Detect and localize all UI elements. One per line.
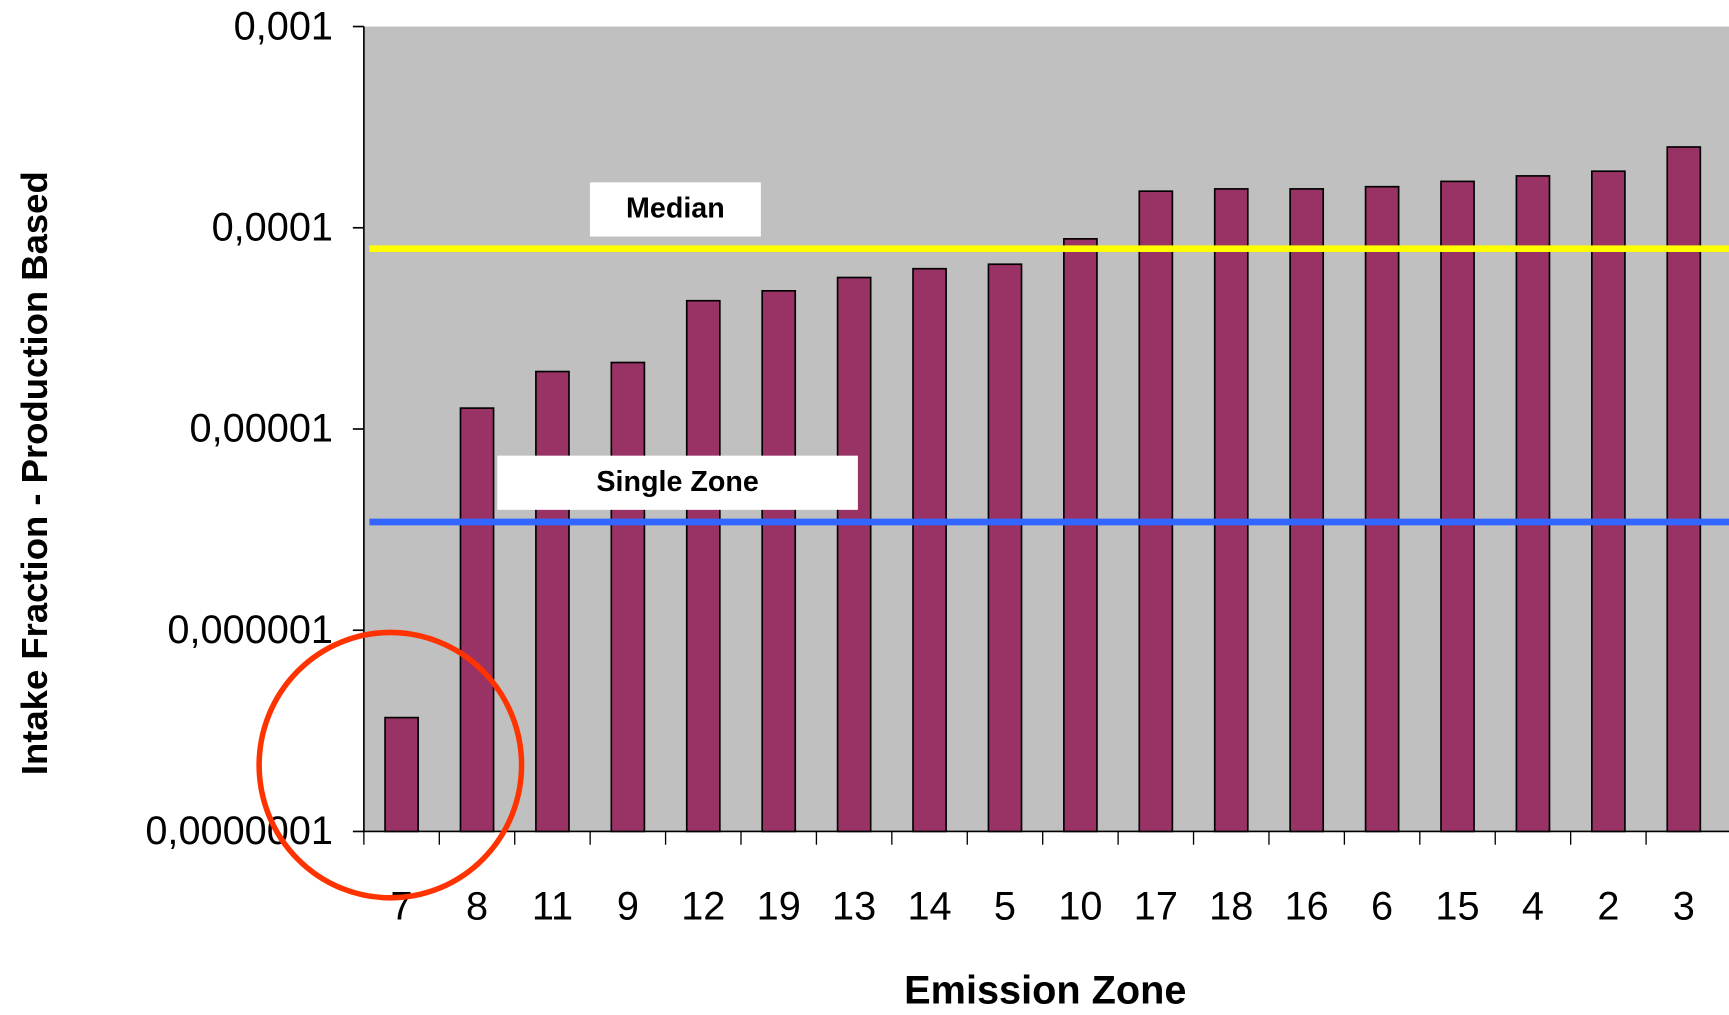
bar: [1213, 188, 1249, 833]
y-tick-label: 0,0000001: [145, 809, 333, 853]
y-tick-label: 0,00001: [190, 407, 333, 451]
reference-label-box: [589, 182, 761, 237]
x-tick-label: 8: [466, 884, 488, 928]
x-tick-label: 19: [757, 884, 801, 928]
bar: [535, 370, 570, 833]
x-tick-label: 6: [1371, 884, 1393, 928]
x-tick-label: 9: [617, 884, 639, 928]
plot-content: 0,0000001 0,000001 0,00001 0,0001 0,001 7 8 11 9…: [145, 4, 1729, 928]
bar: [459, 407, 495, 833]
x-tick-label: 3: [1673, 884, 1695, 928]
x-tick-label: 13: [832, 884, 876, 928]
bar: [384, 716, 419, 833]
bar: [1515, 175, 1551, 833]
x-tick-label: 14: [907, 884, 951, 928]
x-tick-label: 2: [1597, 884, 1619, 928]
reference-label: Median: [626, 193, 725, 225]
x-tick-label: 5: [994, 884, 1016, 928]
reference-label-box: [497, 455, 858, 510]
bar: [912, 267, 947, 833]
bar: [1666, 146, 1702, 833]
bar: [987, 263, 1023, 833]
bar: [1590, 170, 1626, 833]
bar: [836, 276, 872, 833]
x-tick-label: 11: [532, 884, 573, 928]
bar: [761, 289, 797, 833]
reference-label: Single Zone: [596, 466, 758, 498]
bar: [1063, 238, 1098, 833]
bar: [685, 299, 721, 833]
x-tick-label: 12: [681, 884, 725, 928]
x-tick-label: 15: [1435, 884, 1479, 928]
y-tick-label: 0,000001: [167, 608, 333, 652]
y-tick-label: 0,001: [234, 4, 333, 48]
x-tick-label: 4: [1522, 884, 1544, 928]
y-axis-title: Intake Fraction - Production Based: [14, 171, 55, 775]
y-tick-label: 0,0001: [212, 205, 333, 249]
x-tick-label: 10: [1058, 884, 1102, 928]
bar: [1289, 188, 1325, 833]
x-tick-label: 7: [391, 884, 413, 928]
bar: [1440, 180, 1475, 833]
x-axis-title: Emission Zone: [904, 968, 1186, 1012]
bar: [1138, 190, 1174, 833]
x-tick-label: 17: [1134, 884, 1178, 928]
highlight-circle: [256, 629, 525, 901]
bar: [1364, 185, 1400, 833]
plot-area: [363, 26, 1729, 832]
x-tick-label: 18: [1209, 884, 1253, 928]
bar: [610, 361, 646, 833]
x-tick-label: 16: [1285, 884, 1329, 928]
